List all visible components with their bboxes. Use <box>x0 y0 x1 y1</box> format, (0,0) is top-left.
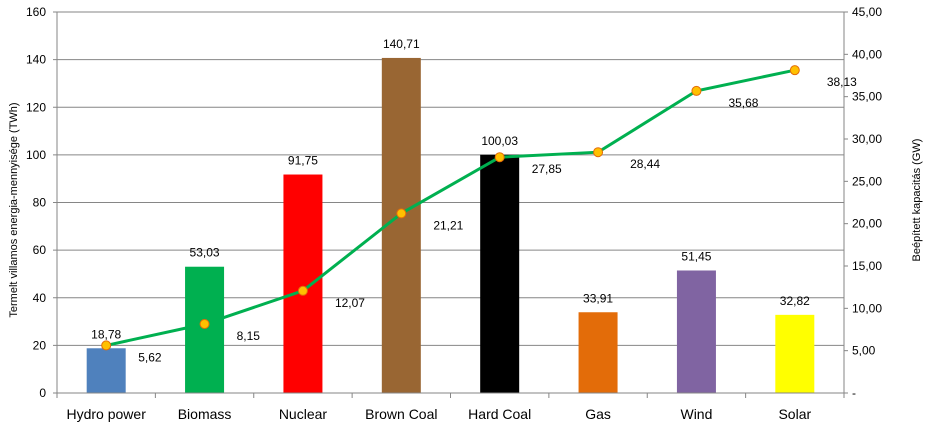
category-label: Hard Coal <box>468 406 531 422</box>
line-data-labels: 5,62 8,15 12,07 21,21 27,85 28,44 35,68 38,13 <box>138 75 857 364</box>
line-value-label: 5,62 <box>138 350 162 364</box>
bar-hard-coal <box>480 154 520 393</box>
y2-tick-label: 25,00 <box>852 174 882 188</box>
bar-value-label: 18,78 <box>91 327 121 341</box>
y-tick-label: 80 <box>33 196 47 210</box>
y-axis-title: Termelt villamos energia-mennyisége (TWh… <box>8 102 20 317</box>
capacity-marker <box>691 85 702 96</box>
bar-data-labels: 18,78 53,03 91,75 140,71 100,03 33,91 51,45 32,… <box>91 37 810 341</box>
capacity-marker <box>101 340 112 351</box>
y2-tick-label: 45,00 <box>852 5 882 19</box>
y2-tick-label: 30,00 <box>852 132 882 146</box>
category-axis-labels: Hydro power Biomass Nuclear Brown Coal Hard … <box>56 393 845 422</box>
right-axis-ticks: - 5,00 10,00 15,00 20,00 25,00 30,00 35,00 40,00… <box>844 5 882 400</box>
left-axis-ticks: 0 20 40 60 80 100 120 140 160 <box>26 5 57 400</box>
capacity-line <box>105 68 796 347</box>
y2-axis-title: Beépített kapacitás (GW) <box>911 139 923 262</box>
bar-biomass <box>185 266 225 393</box>
y2-tick-label: 20,00 <box>852 217 882 231</box>
y2-tick-label: 5,00 <box>852 344 876 358</box>
y-tick-label: 120 <box>26 100 46 114</box>
y-tick-label: 140 <box>26 53 46 67</box>
y2-tick-label: 15,00 <box>852 259 882 273</box>
bar-value-label: 53,03 <box>190 246 220 260</box>
bar-gas <box>578 312 618 393</box>
y2-tick-label: 40,00 <box>852 47 882 61</box>
category-label: Wind <box>680 406 712 422</box>
gridlines <box>57 11 844 346</box>
line-value-label: 27,85 <box>532 162 562 176</box>
category-label: Brown Coal <box>365 406 437 422</box>
line-value-label: 12,07 <box>335 296 365 310</box>
bar-value-label: 140,71 <box>383 37 420 51</box>
bar-value-label: 32,82 <box>780 294 810 308</box>
y-tick-label: 0 <box>39 386 46 400</box>
bar-value-label: 100,03 <box>481 134 518 148</box>
bar-hydro-power <box>86 348 126 393</box>
y-tick-label: 100 <box>26 148 46 162</box>
bar-nuclear <box>283 174 323 393</box>
y-tick-label: 20 <box>33 338 47 352</box>
capacity-marker <box>494 152 505 163</box>
bar-value-label: 51,45 <box>681 249 711 263</box>
y2-tick-label: - <box>852 386 856 400</box>
category-label: Gas <box>585 406 611 422</box>
category-label: Biomass <box>178 406 232 422</box>
bar-wind <box>676 270 716 393</box>
y2-tick-label: 10,00 <box>852 301 882 315</box>
capacity-line-series <box>101 65 800 351</box>
bar-value-label: 33,91 <box>583 291 613 305</box>
capacity-marker <box>199 318 210 329</box>
capacity-marker <box>297 285 308 296</box>
line-value-label: 8,15 <box>237 329 261 343</box>
line-value-label: 21,21 <box>433 218 463 232</box>
category-label: Nuclear <box>279 406 328 422</box>
y-tick-label: 160 <box>26 5 46 19</box>
capacity-marker <box>396 208 407 219</box>
y2-tick-label: 35,00 <box>852 90 882 104</box>
bar-solar <box>775 314 815 393</box>
capacity-marker <box>789 65 800 76</box>
line-value-label: 35,68 <box>728 96 758 110</box>
y-tick-label: 60 <box>33 243 47 257</box>
category-label: Hydro power <box>67 406 147 422</box>
category-label: Solar <box>778 406 811 422</box>
line-value-label: 28,44 <box>630 157 660 171</box>
line-value-label: 38,13 <box>827 75 857 89</box>
bar-value-label: 91,75 <box>288 154 318 168</box>
y-tick-label: 40 <box>33 291 47 305</box>
capacity-marker <box>593 147 604 158</box>
